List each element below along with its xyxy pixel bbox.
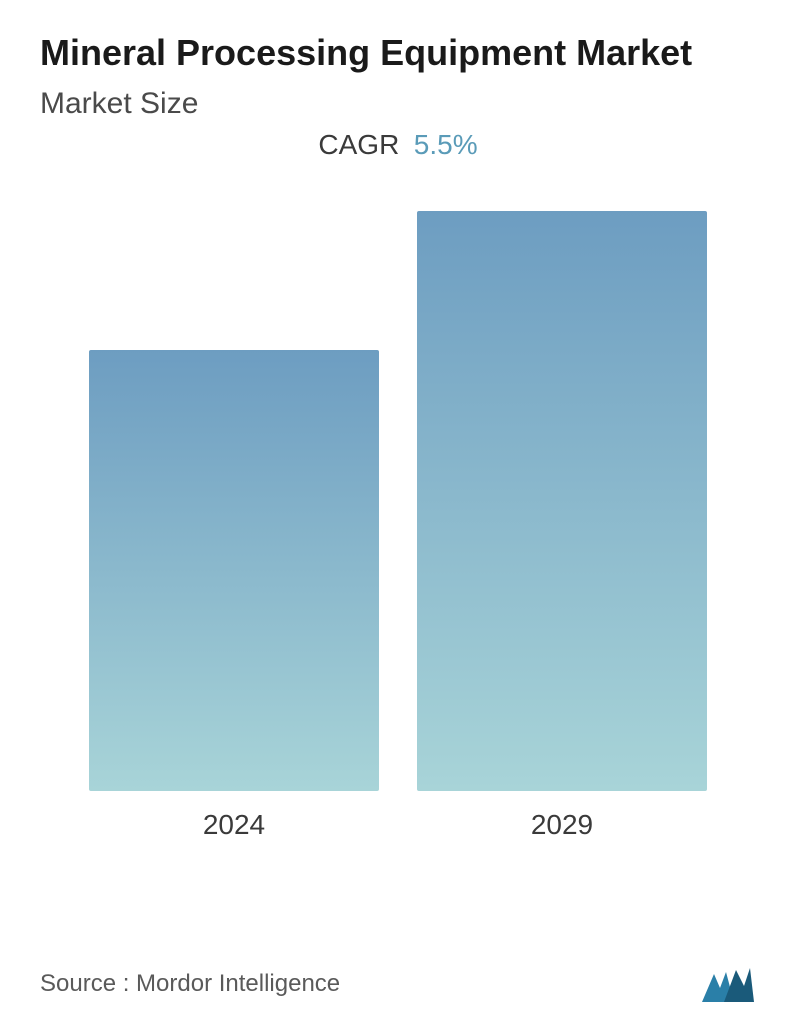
cagr-row: CAGR 5.5% <box>40 129 756 161</box>
bar <box>417 211 707 791</box>
chart-subtitle: Market Size <box>40 87 756 121</box>
bar <box>89 350 379 791</box>
chart-title: Mineral Processing Equipment Market <box>40 30 756 75</box>
cagr-value: 5.5% <box>414 129 478 160</box>
cagr-label: CAGR <box>318 129 399 160</box>
bar-label: 2029 <box>531 809 593 841</box>
bar-group: 2029 <box>417 211 707 841</box>
bar-label: 2024 <box>203 809 265 841</box>
bar-group: 2024 <box>89 350 379 841</box>
chart-footer: Source : Mordor Intelligence <box>40 964 756 1004</box>
source-attribution: Source : Mordor Intelligence <box>40 970 340 998</box>
chart-area: 2024 2029 <box>40 201 756 841</box>
mordor-logo-icon <box>700 964 756 1004</box>
